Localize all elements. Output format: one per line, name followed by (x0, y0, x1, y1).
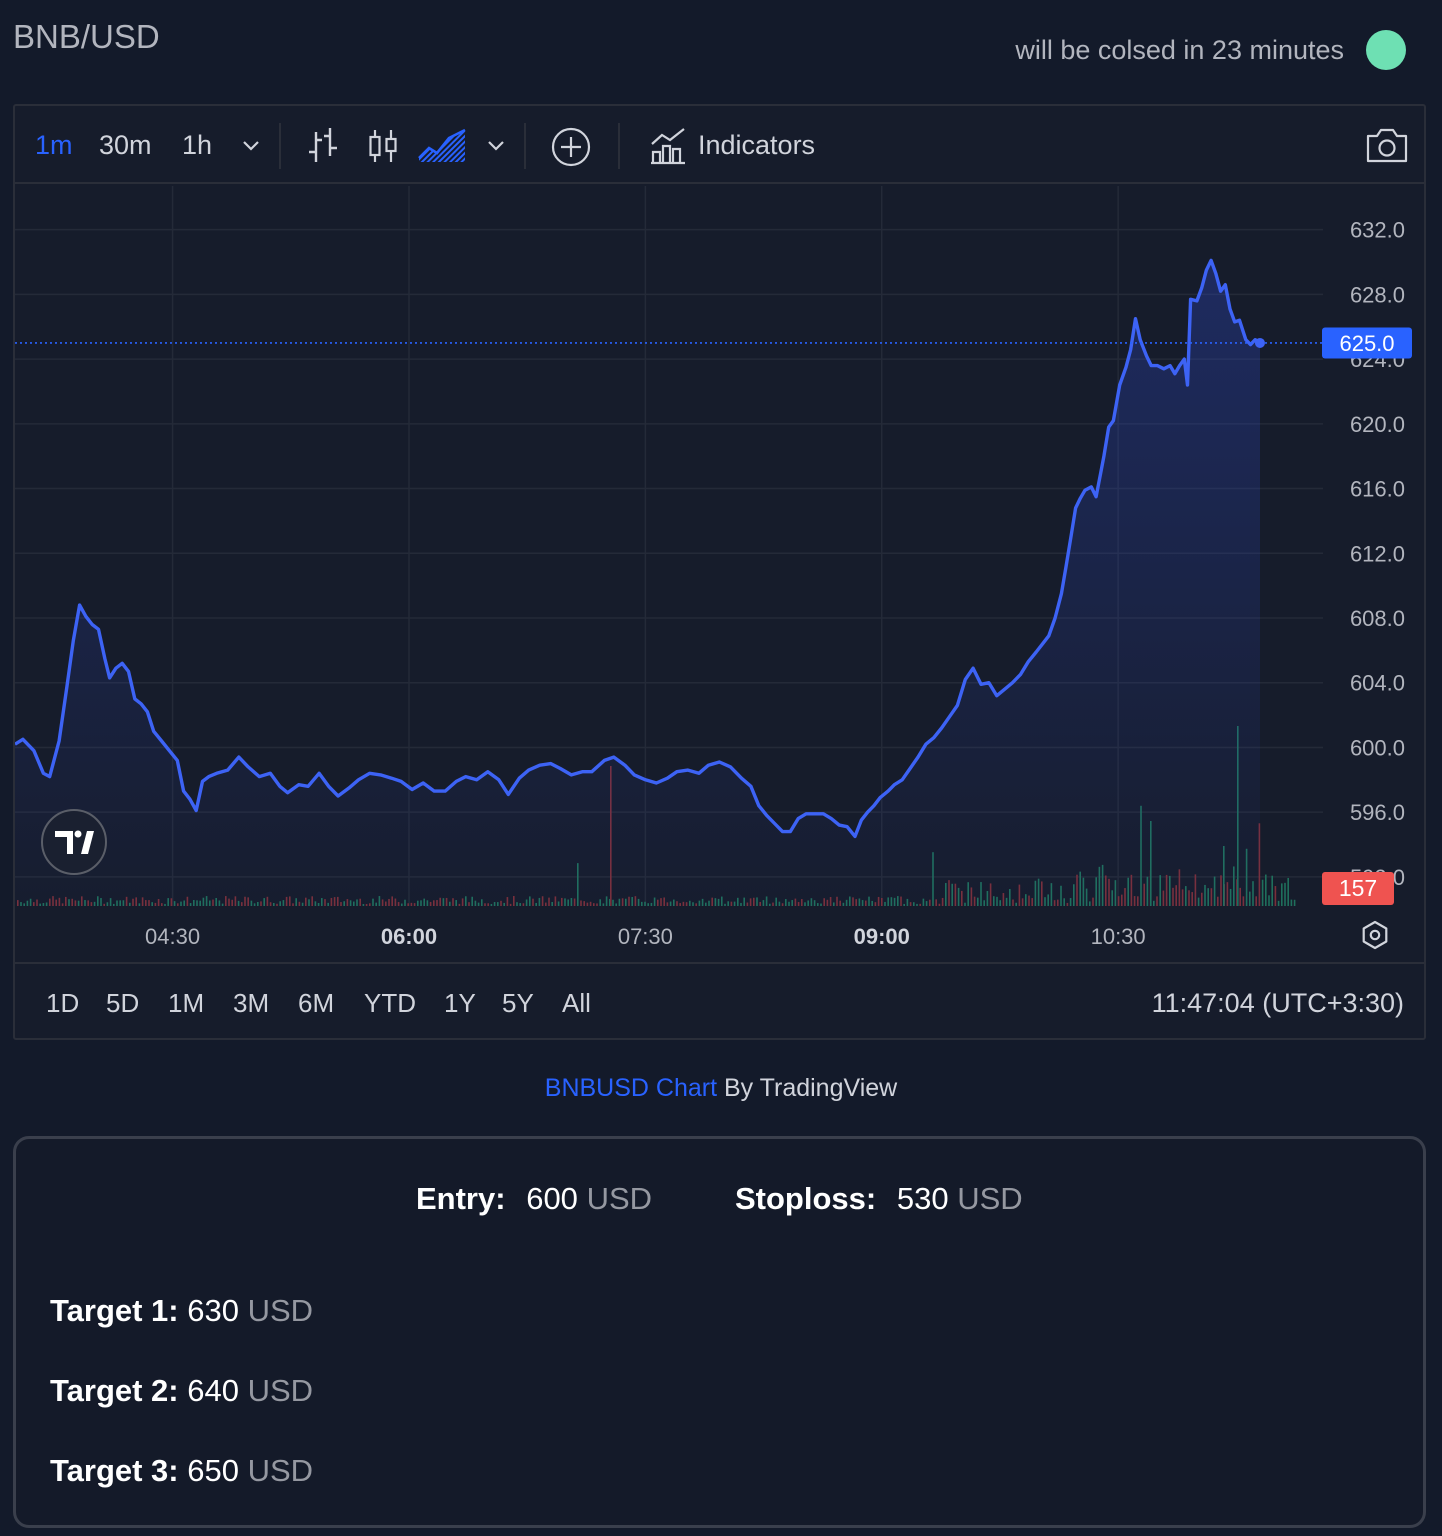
volume-bar (1265, 874, 1267, 906)
target-value: 640 (187, 1373, 239, 1408)
range-1d[interactable]: 1D (46, 988, 80, 1018)
signal-card: Entry: 600 USD Stoploss: 530 USD Target … (13, 1136, 1426, 1528)
target-row-3: Target 3: 650 USD (50, 1453, 313, 1489)
range-6m[interactable]: 6M (298, 988, 335, 1018)
volume-bar (1274, 886, 1277, 906)
volume-bar (1268, 895, 1270, 906)
target-label: Target 3: (50, 1453, 179, 1488)
chart-widget: 1m 30m 1h (13, 104, 1426, 1040)
y-tick-label: 608.0 (1350, 606, 1405, 631)
entry-row: Entry: 600 USD (416, 1181, 652, 1217)
y-tick-label: 616.0 (1350, 477, 1405, 502)
tradingview-logo[interactable] (41, 809, 107, 875)
price-line (15, 258, 1261, 839)
volume-badge (1322, 872, 1394, 905)
entry-unit: USD (586, 1181, 653, 1216)
y-tick-label: 632.0 (1350, 218, 1405, 243)
price-chart[interactable]: 632.0628.0624.0620.0616.0612.0608.0604.0… (15, 186, 1426, 962)
volume-bar (1271, 875, 1273, 906)
volume-bar (1293, 899, 1296, 906)
target-value: 650 (187, 1453, 239, 1488)
chart-credit: BNBUSD Chart By TradingView (0, 1074, 1442, 1103)
y-tick-label: 604.0 (1350, 671, 1405, 696)
candle-chart-icon[interactable] (367, 126, 399, 166)
price-area (15, 260, 1260, 906)
x-tick-label: 06:00 (381, 924, 437, 949)
chevron-down-icon[interactable] (486, 139, 506, 153)
stoploss-value: 530 (896, 1181, 949, 1216)
last-price-badge (1322, 327, 1412, 359)
stoploss-row: Stoploss: 530 USD (735, 1181, 1023, 1217)
range-5d[interactable]: 5D (106, 988, 140, 1018)
y-tick-label: 628.0 (1350, 282, 1405, 307)
stoploss-label: Stoploss: (735, 1181, 877, 1216)
target-unit: USD (247, 1373, 314, 1408)
target-row-2: Target 2: 640 USD (50, 1373, 313, 1409)
target-label: Target 1: (50, 1293, 179, 1328)
x-tick-label: 10:30 (1091, 924, 1146, 949)
credit-by: By TradingView (723, 1074, 898, 1102)
status-indicator: will be colsed in 23 minutes (1015, 30, 1406, 70)
status-text: will be colsed in 23 minutes (1015, 34, 1344, 65)
pair-title: BNB/USD (13, 18, 160, 55)
x-tick-label: 09:00 (854, 924, 910, 949)
clock[interactable]: 11:47:04 (UTC+3:30) (1151, 988, 1404, 1018)
range-all[interactable]: All (562, 988, 591, 1018)
timeframe-1m[interactable]: 1m (35, 130, 73, 160)
range-1y[interactable]: 1Y (444, 988, 476, 1018)
timeframe-1h[interactable]: 1h (182, 130, 213, 160)
y-tick-label: 600.0 (1350, 735, 1405, 760)
y-tick-label: 612.0 (1350, 541, 1405, 566)
range-3m[interactable]: 3M (233, 988, 270, 1018)
volume-bar (1284, 882, 1286, 906)
volume-label: 157 (1339, 875, 1377, 901)
volume-bar (1281, 883, 1283, 906)
target-value: 630 (187, 1293, 239, 1328)
target-row-1: Target 1: 630 USD (50, 1293, 313, 1329)
volume-bar (1287, 877, 1289, 906)
indicators-icon[interactable] (648, 126, 688, 166)
chart-toolbar: 1m 30m 1h (15, 106, 1424, 184)
stoploss-unit: USD (957, 1181, 1023, 1216)
settings-icon[interactable] (1362, 920, 1388, 950)
range-5y[interactable]: 5Y (502, 988, 534, 1018)
volume-bar (1277, 900, 1280, 906)
volume-bar (1290, 899, 1293, 906)
camera-icon[interactable] (1365, 126, 1409, 164)
target-unit: USD (247, 1293, 314, 1328)
chart-link[interactable]: BNBUSD Chart (544, 1074, 718, 1102)
status-dot-icon (1366, 30, 1406, 70)
last-price-dot (1254, 337, 1265, 348)
timeframe-30m[interactable]: 30m (99, 130, 152, 160)
y-tick-label: 596.0 (1350, 800, 1405, 825)
range-1m[interactable]: 1M (168, 988, 205, 1018)
entry-value: 600 (526, 1181, 578, 1216)
x-tick-label: 07:30 (618, 924, 673, 949)
target-label: Target 2: (50, 1373, 179, 1408)
chevron-down-icon[interactable] (241, 139, 261, 153)
area-chart-icon[interactable] (417, 126, 467, 164)
range-ytd[interactable]: YTD (364, 988, 416, 1018)
entry-label: Entry: (416, 1181, 506, 1216)
last-price-label: 625.0 (1339, 331, 1394, 356)
indicators-button[interactable]: Indicators (698, 130, 816, 160)
x-tick-label: 04:30 (145, 924, 200, 949)
target-unit: USD (247, 1453, 314, 1488)
y-tick-label: 620.0 (1350, 412, 1405, 437)
bar-chart-icon[interactable] (305, 126, 341, 166)
volume-bar (1261, 879, 1264, 906)
add-compare-icon[interactable] (550, 126, 592, 168)
range-bar: 1D 5D 1M 3M 6M YTD 1Y 5Y All 11:47:04 (U… (15, 962, 1424, 1040)
